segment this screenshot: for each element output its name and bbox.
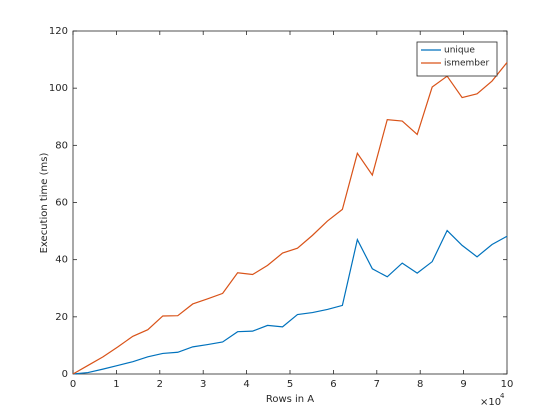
x-multiplier-exponent: 4 bbox=[500, 392, 505, 400]
x-tick-label: 7 bbox=[374, 379, 380, 390]
x-tick-label: 2 bbox=[157, 379, 163, 390]
y-tick-label: 0 bbox=[62, 369, 68, 380]
x-multiplier: ×10 bbox=[480, 397, 501, 408]
x-tick-label: 6 bbox=[330, 379, 336, 390]
series-line bbox=[72, 62, 508, 375]
x-tick-label: 5 bbox=[287, 379, 293, 390]
legend-label: ismember bbox=[444, 59, 490, 69]
y-tick-label: 20 bbox=[55, 312, 68, 323]
x-tick-label: 8 bbox=[417, 379, 423, 390]
x-tick-label: 0 bbox=[70, 379, 76, 390]
x-tick-label: 10 bbox=[501, 379, 514, 390]
y-tick-label: 60 bbox=[55, 198, 68, 209]
legend-box bbox=[416, 41, 498, 77]
x-axis-label: Rows in A bbox=[266, 394, 314, 405]
y-tick-label: 40 bbox=[55, 255, 68, 266]
y-tick-label: 80 bbox=[55, 140, 68, 151]
axes-box bbox=[72, 30, 508, 375]
y-axis-label: Execution time (ms) bbox=[39, 153, 50, 254]
x-tick-label: 4 bbox=[243, 379, 249, 390]
x-tick-label: 3 bbox=[200, 379, 206, 390]
legend-label: unique bbox=[444, 46, 475, 56]
series-line bbox=[72, 229, 508, 375]
y-tick-label: 100 bbox=[49, 83, 68, 94]
x-tick-label: 1 bbox=[113, 379, 119, 390]
y-tick-label: 120 bbox=[49, 26, 68, 37]
x-tick-label: 9 bbox=[460, 379, 466, 390]
